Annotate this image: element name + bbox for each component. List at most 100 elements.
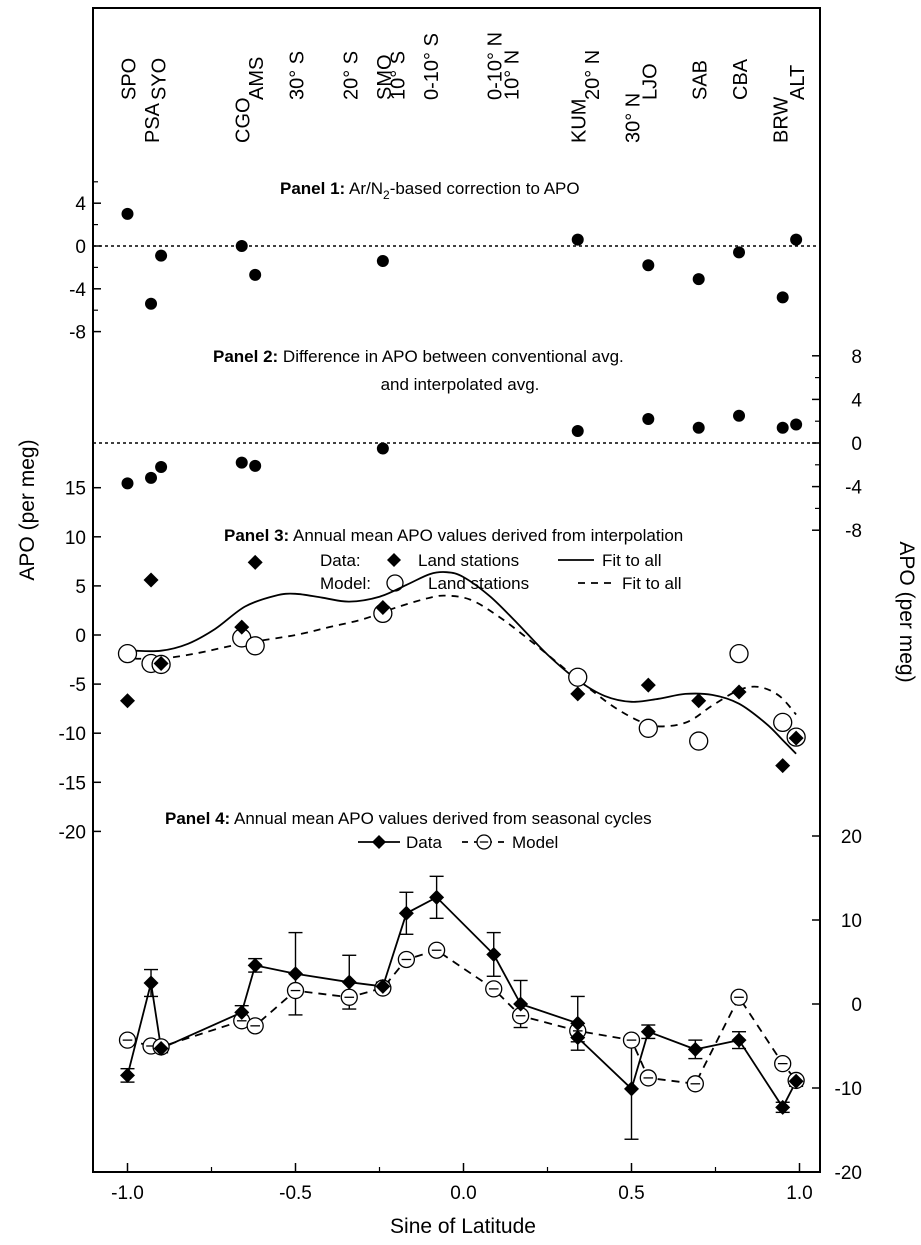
data-diamond bbox=[288, 966, 303, 982]
data-diamond bbox=[247, 957, 263, 973]
data-point bbox=[692, 421, 705, 434]
data-diamond bbox=[570, 1030, 586, 1046]
data-point bbox=[155, 249, 168, 262]
station-label: 10° S bbox=[387, 51, 409, 100]
y-tick-label: -5 bbox=[69, 675, 86, 696]
data-diamond bbox=[775, 1099, 791, 1115]
y-tick-label: -15 bbox=[59, 773, 86, 794]
panel-2-title: Panel 2: Difference in APO between conve… bbox=[213, 347, 624, 366]
data-diamond bbox=[731, 1032, 747, 1048]
plot-frame bbox=[92, 7, 821, 1173]
model-series-line bbox=[127, 949, 797, 1085]
station-label: 0-10° N bbox=[485, 32, 507, 100]
station-label: SAB bbox=[690, 60, 712, 100]
data-diamond bbox=[143, 572, 159, 588]
y-tick-label: -8 bbox=[69, 323, 86, 344]
data-diamond bbox=[375, 600, 391, 616]
data-diamond bbox=[624, 1081, 639, 1097]
data-point bbox=[376, 442, 389, 455]
y-tick-label: 0 bbox=[75, 626, 86, 647]
legend-model: Model bbox=[512, 833, 558, 852]
data-diamond bbox=[640, 1024, 656, 1040]
model-point bbox=[638, 718, 658, 738]
y-tick-label: -20 bbox=[59, 822, 86, 843]
data-diamond bbox=[486, 946, 502, 962]
panel-2: 8 4 0 -4 -8 Panel 2: Difference in APO betwee… bbox=[93, 347, 862, 542]
data-diamond bbox=[398, 905, 414, 921]
data-point bbox=[733, 246, 746, 259]
model-point bbox=[689, 731, 709, 751]
station-label: PSA bbox=[142, 102, 164, 143]
data-point bbox=[376, 254, 389, 267]
y-tick-label-right: 0 bbox=[851, 995, 862, 1016]
model-point bbox=[773, 712, 793, 733]
data-point bbox=[790, 233, 803, 246]
data-diamond bbox=[731, 684, 747, 700]
x-tick-label: 1.0 bbox=[786, 1183, 812, 1204]
y-tick-label-right: -20 bbox=[835, 1163, 862, 1184]
data-point bbox=[145, 297, 158, 310]
data-diamond bbox=[775, 758, 791, 774]
data-point bbox=[121, 477, 134, 490]
data-point bbox=[145, 471, 158, 484]
data-point bbox=[249, 268, 262, 281]
data-point bbox=[235, 456, 248, 469]
y-tick-label-right: 0 bbox=[851, 434, 862, 455]
data-diamond bbox=[120, 1067, 135, 1083]
station-label: SMO bbox=[374, 54, 396, 100]
legend-data-label: Data: bbox=[320, 551, 361, 570]
panel-4-title: Panel 4: Annual mean APO values derived … bbox=[165, 809, 652, 828]
legend-data: Data bbox=[406, 833, 442, 852]
x-tick-label: -0.5 bbox=[279, 1183, 312, 1204]
station-label: CBA bbox=[730, 58, 752, 100]
panel-1-title: Panel 1: Ar/N2-based correction to APO bbox=[280, 179, 580, 202]
x-axis-label: Sine of Latitude bbox=[390, 1215, 536, 1238]
y-tick-label: 0 bbox=[75, 237, 86, 258]
data-diamond bbox=[153, 1041, 169, 1057]
data-diamond bbox=[375, 978, 391, 994]
station-label: 30° N bbox=[623, 93, 645, 143]
panel-4: 20 10 0 -10 -20 Panel 4: Annual mean APO valu… bbox=[118, 809, 862, 1184]
data-point bbox=[642, 259, 655, 272]
panel-1: 4 0 -4 -8 Panel 1: Ar/N2-based correction to… bbox=[69, 179, 820, 344]
data-point bbox=[571, 425, 584, 438]
data-point bbox=[235, 240, 248, 252]
data-diamond bbox=[143, 975, 159, 991]
panel-2-title-line2: and interpolated avg. bbox=[381, 375, 540, 394]
data-diamond bbox=[120, 693, 135, 709]
station-label: SYO bbox=[149, 58, 171, 100]
legend-land-stations-model: Land stations bbox=[428, 574, 529, 593]
station-label: 20° S bbox=[340, 51, 362, 100]
y-tick-label-right: 20 bbox=[841, 827, 862, 848]
data-point bbox=[692, 273, 705, 286]
data-diamond bbox=[341, 974, 357, 990]
y-tick-label: 10 bbox=[65, 528, 86, 549]
x-axis: -1.0 -0.5 0.0 0.5 1.0 bbox=[111, 1163, 813, 1204]
legend-diamond bbox=[387, 553, 401, 567]
data-point bbox=[733, 409, 746, 422]
station-label: LJO bbox=[639, 63, 661, 100]
station-label: AMS bbox=[246, 57, 268, 100]
data-diamond bbox=[788, 730, 804, 746]
model-point bbox=[117, 644, 138, 664]
y-tick-label-right: -4 bbox=[845, 478, 862, 499]
station-label: ALT bbox=[787, 65, 809, 100]
data-diamond bbox=[153, 655, 169, 671]
data-point bbox=[776, 291, 789, 304]
data-point bbox=[790, 418, 803, 431]
data-point bbox=[571, 233, 584, 246]
model-fit-line bbox=[134, 594, 797, 728]
y-tick-label-right: 4 bbox=[851, 390, 862, 411]
station-label: 10° N bbox=[502, 50, 524, 100]
y-tick-label-right: -8 bbox=[845, 521, 862, 542]
data-diamond bbox=[429, 889, 445, 905]
y-tick-label: 15 bbox=[65, 479, 86, 500]
y-axis-label-left: APO (per meg) bbox=[16, 439, 39, 580]
station-label: SPO bbox=[119, 58, 141, 100]
y-tick-label: -10 bbox=[59, 724, 86, 745]
panel-3: 15 10 5 0 -5 -10 -15 -20 Panel 3: Annual mean AP… bbox=[59, 479, 806, 843]
model-point bbox=[245, 636, 265, 656]
model-point bbox=[568, 667, 588, 687]
data-point bbox=[155, 460, 168, 473]
